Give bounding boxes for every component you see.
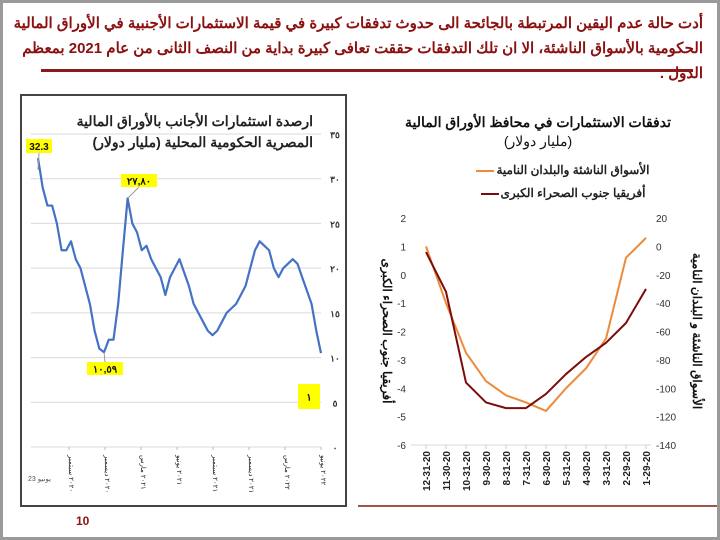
x-tick-label: ٢٠٢٢ مارس <box>283 455 291 490</box>
left-tick-label: -6 <box>397 441 406 452</box>
right-tick-label: -100 <box>656 384 676 395</box>
y-tick-label: ٢٥ <box>330 219 340 229</box>
right-tick-label: -20 <box>656 271 671 282</box>
x-tick-label: ٢٠٢١ يونيو <box>175 454 182 485</box>
y-tick-label: ٠ <box>333 443 338 453</box>
legend-em-label: الأسواق الناشئة والبلدان النامية <box>496 163 650 177</box>
y-tick-label: ١٥ <box>330 309 340 319</box>
x-tick-label: 2-29-20 <box>622 451 633 486</box>
callout-box <box>87 362 123 375</box>
flows-chart: 2 1 0 -1 -2 -3 -4 -5 -6 20 0 -20 -40 -60 -80 -100 -120 -1… <box>379 214 705 491</box>
divider <box>41 69 693 72</box>
left-tick-label: -2 <box>397 328 406 339</box>
callout-leader <box>37 152 40 170</box>
intro-text: أدت حالة عدم اليقين المرتبطة بالجائحة ال… <box>13 11 703 86</box>
left-tick-label: 2 <box>400 214 406 225</box>
y-tick-label: ٥ <box>333 398 338 408</box>
egypt-chart-frame <box>20 94 347 507</box>
x-tick-label: 9-30-20 <box>482 451 493 486</box>
y-tick-label: ٣٠ <box>330 175 340 185</box>
callout-leader <box>127 186 140 199</box>
egypt-chart-title: ارصدة استثمارات الأجانب بالأوراق المالية… <box>76 113 313 150</box>
x-tick-label: 3-31-20 <box>602 451 613 486</box>
left-tick-label: -1 <box>397 299 406 310</box>
page-number: 10 <box>76 514 90 528</box>
right-axis-title: الأسواق الناشئة و البلدان النامية <box>689 253 705 409</box>
left-tick-label: 1 <box>400 242 406 253</box>
y-tick-label: ٣٥ <box>330 130 340 140</box>
legend-em: الأسواق الناشئة والبلدان النامية <box>443 163 683 177</box>
x-tick-label: 4-30-20 <box>582 451 593 486</box>
callout-box <box>121 174 157 187</box>
x-tick-label: 12-31-20 <box>422 451 433 491</box>
x-tick-label: ٢٠٢١ ديسمبر <box>247 454 254 493</box>
right-tick-label: -80 <box>656 356 671 367</box>
x-tick-label: ٢٠٢١ سبتمبر <box>211 454 218 492</box>
left-tick-label: -4 <box>397 384 406 395</box>
x-tick-label: 11-30-20 <box>442 451 453 491</box>
flows-subtitle: (مليار دولار) <box>503 133 573 149</box>
y-tick-label: ١٠ <box>330 354 340 364</box>
egypt-chart: ٠ ٥ ١٠ ١٥ ٢٠ ٢٥ ٣٠ ٣٥ 23 يونيو ٢٠٢٠ سبتمبر ٢٠٢٠ دي… <box>26 130 340 493</box>
em-flows-line <box>425 237 647 412</box>
callout-box <box>298 384 320 409</box>
x-tick-label: 7-31-20 <box>522 451 533 486</box>
callout-label: 32.3 <box>29 142 49 153</box>
egypt-holdings-line <box>36 157 323 354</box>
x-tick-label: ٢٠٢٠ ديسمبر <box>103 454 110 493</box>
right-tick-label: -40 <box>656 299 671 310</box>
legend-ssa-label: أفريقيا جنوب الصحراء الكبرى <box>500 186 646 200</box>
x-tick-label: 8-31-20 <box>502 451 513 486</box>
left-axis-title: أفريقيا جنوب الصحراء الكبرى <box>379 259 395 404</box>
right-tick-label: -120 <box>656 413 676 424</box>
x-tick-label: 6-30-20 <box>542 451 553 486</box>
intro-line-1: أدت حالة عدم اليقين المرتبطة بالجائحة ال… <box>13 15 703 32</box>
right-tick-label: -60 <box>656 328 671 339</box>
legend-ssa: أفريقيا جنوب الصحراء الكبرى <box>443 186 683 200</box>
left-tick-label: -5 <box>397 413 406 424</box>
callout-label: ١ <box>306 393 311 404</box>
flows-chart-title: تدفقات الاستثمارات في محافظ الأوراق الما… <box>373 113 703 151</box>
legend-em-swatch <box>476 169 495 172</box>
callout-leader <box>103 352 106 363</box>
x-tick-label: 5-31-20 <box>562 451 573 486</box>
flows-title: تدفقات الاستثمارات في محافظ الأوراق الما… <box>405 114 671 130</box>
footer-rule <box>358 505 717 507</box>
x-first-label: 23 يونيو <box>28 476 51 483</box>
callout-label: ١٠,٥٩ <box>93 365 118 376</box>
right-tick-label: -140 <box>656 441 676 452</box>
x-tick-label: ٢٠٢١ مارس <box>139 455 147 490</box>
x-tick-label: ٢٠٢٢ يونيو <box>319 454 326 485</box>
left-tick-label: 0 <box>400 271 406 282</box>
left-tick-label: -3 <box>397 356 406 367</box>
right-tick-label: 20 <box>656 214 668 225</box>
intro-line-2: الحكومية بالأسواق الناشئة، الا ان تلك ال… <box>22 40 703 82</box>
x-tick-label: ٢٠٢٠ سبتمبر <box>67 454 74 492</box>
callout-label: ٢٧,٨٠ <box>127 177 151 188</box>
callout-box <box>26 139 52 153</box>
legend-ssa-swatch <box>480 192 499 195</box>
right-tick-label: 0 <box>656 242 662 253</box>
y-tick-label: ٢٠ <box>330 264 340 274</box>
x-tick-label: 1-29-20 <box>642 451 653 486</box>
x-tick-label: 10-31-20 <box>462 451 473 491</box>
ssa-flows-line <box>425 251 647 410</box>
